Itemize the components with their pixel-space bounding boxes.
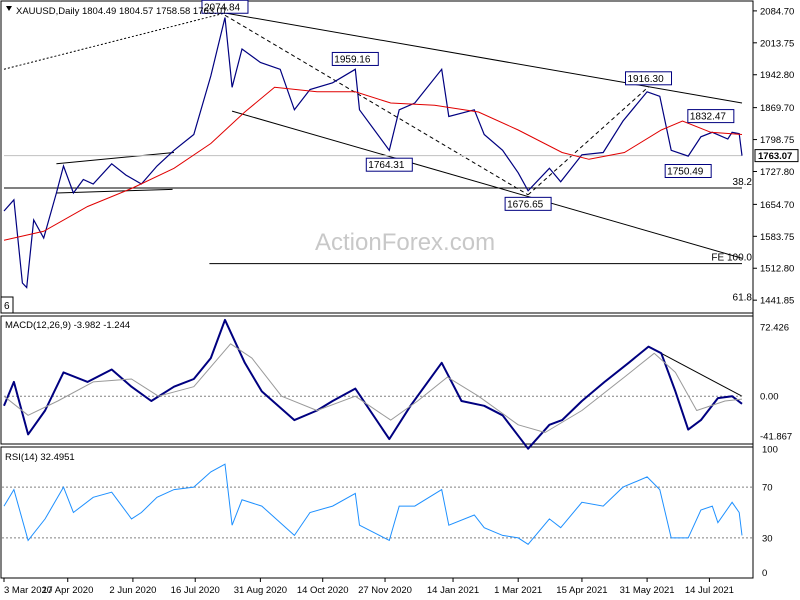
price-label-box [664, 164, 712, 178]
price-label-box [625, 71, 673, 86]
price-label-box [687, 109, 735, 124]
rsi-panel-frame [0, 446, 754, 579]
x-tick-label: 14 Jan 2021 [427, 585, 479, 596]
x-tick-label: 31 Aug 2020 [234, 585, 287, 596]
x-tick-label: 14 Jul 2021 [685, 585, 734, 596]
collapse-arrow-icon[interactable] [6, 6, 12, 11]
x-tick-label: 3 Mar 2020 [4, 585, 52, 596]
corner-label-box [0, 296, 14, 314]
price-tick-label: 2013.75 [760, 38, 794, 49]
price-tick-label: 1869.70 [760, 103, 794, 114]
macd-panel-header: MACD(12,26,9) -3.982 -1.244 [5, 320, 130, 331]
price-label-box [331, 51, 379, 66]
x-tick-label: 14 Oct 2020 [297, 585, 349, 596]
rsi-scale-label: 30 [762, 533, 773, 544]
price-label: 1916.30 [628, 74, 665, 85]
rsi-panel-header: RSI(14) 32.4951 [5, 452, 75, 463]
price-trendline-4 [527, 86, 649, 196]
axes-layer: 2084.70 2013.75 1942.80 1869.70 1798.75 1727.… [3, 6, 799, 596]
macd-line-0 [648, 346, 743, 397]
x-tick-label: 15 Apr 2021 [556, 585, 607, 596]
macd-scale-label: -41.867 [760, 432, 792, 443]
x-tick-label: 16 Jul 2020 [171, 585, 220, 596]
price-label: 1832.47 [690, 112, 727, 123]
current-price-box [754, 149, 799, 163]
x-tick-label: 31 May 2021 [620, 585, 675, 596]
current-price-label: 1763.07 [758, 151, 792, 162]
price-tick-label: 1583.75 [760, 232, 794, 243]
price-trendline-3 [224, 14, 529, 196]
price-tick-label: 1441.85 [760, 296, 794, 307]
price-label: 1959.16 [334, 54, 371, 65]
x-tick-label: 1 Mar 2021 [494, 585, 542, 596]
price-tick-label: 2084.70 [760, 6, 794, 17]
x-tick-label: 2 Jun 2020 [109, 585, 156, 596]
macd-plot-layer [3, 318, 743, 450]
x-tick-label: 27 Nov 2020 [358, 585, 412, 596]
price-tick-label: 1727.80 [760, 167, 794, 178]
fib-level-label: 38.2 [733, 177, 753, 188]
price-label: 2074.84 [204, 2, 241, 13]
price-panel-header: XAUUSD,Daily 1804.49 1804.57 1758.58 176… [16, 6, 227, 17]
macd-scale-label: 72.426 [760, 323, 789, 334]
fib-level-label: 61.8 [733, 292, 753, 303]
price-trendline-6 [56, 188, 173, 194]
price-tick-label: 1512.80 [760, 264, 794, 275]
series-signal [3, 343, 743, 433]
price-plot-layer: 2074.84 1959.16 1764.31 1676.65 1916.30 1832.… [3, 0, 753, 303]
series-macd [3, 318, 743, 450]
price-label: 1750.49 [667, 167, 704, 178]
macd-scale-label: 0.00 [760, 392, 779, 403]
x-tick-label: 17 Apr 2020 [42, 585, 93, 596]
corner-label: 6 [4, 301, 10, 312]
watermark: ActionForex.com [315, 229, 495, 256]
price-tick-label: 1942.80 [760, 70, 794, 81]
price-trendline-2 [231, 110, 743, 259]
price-tick-label: 1654.70 [760, 200, 794, 211]
price-tick-label: 1798.75 [760, 135, 794, 146]
price-label-box [504, 196, 552, 211]
rsi-scale-label: 100 [762, 445, 778, 456]
price-label-box [365, 157, 413, 172]
series-price [3, 17, 743, 289]
rsi-scale-label: 0 [762, 568, 767, 579]
price-trendline-0 [3, 12, 226, 70]
price-label: 1764.31 [368, 160, 405, 171]
fib-level-label: FE 100.0 [711, 253, 752, 264]
price-label-box [201, 0, 249, 14]
price-panel-frame [0, 0, 754, 314]
price-trendline-1 [224, 12, 743, 104]
rsi-scale-label: 70 [762, 483, 773, 494]
series-rsi [3, 463, 743, 545]
price-trendline-5 [56, 152, 175, 165]
price-label: 1676.65 [507, 199, 544, 210]
rsi-plot-layer [2, 463, 752, 545]
series-sma55 [3, 86, 743, 241]
